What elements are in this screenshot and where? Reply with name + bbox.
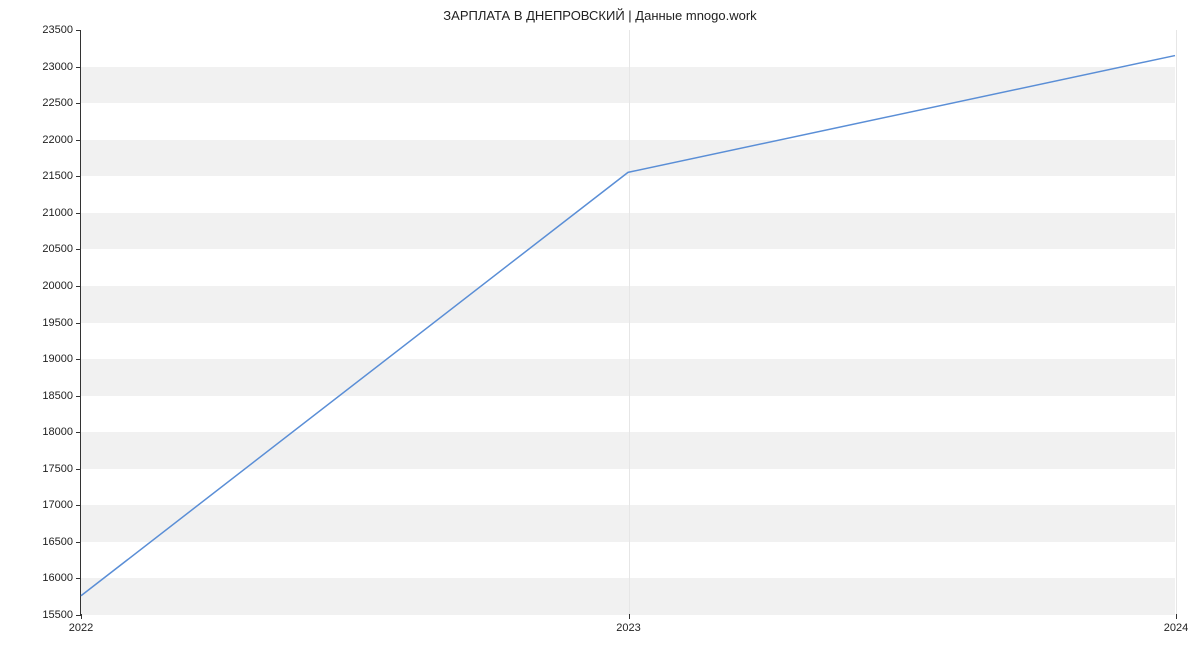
- x-tick-mark: [629, 614, 630, 619]
- y-tick-mark: [76, 432, 81, 433]
- series-salary: [81, 56, 1175, 596]
- x-tick-mark: [81, 614, 82, 619]
- y-tick-mark: [76, 469, 81, 470]
- line-series: [81, 30, 1175, 614]
- y-tick-mark: [76, 213, 81, 214]
- y-tick-mark: [76, 30, 81, 31]
- y-tick-mark: [76, 286, 81, 287]
- y-tick-mark: [76, 140, 81, 141]
- plot-area: 1550016000165001700017500180001850019000…: [80, 30, 1175, 615]
- y-tick-mark: [76, 359, 81, 360]
- y-tick-mark: [76, 542, 81, 543]
- y-tick-mark: [76, 249, 81, 250]
- y-tick-mark: [76, 103, 81, 104]
- y-tick-mark: [76, 323, 81, 324]
- y-tick-mark: [76, 505, 81, 506]
- grid-vline: [1176, 30, 1177, 614]
- y-tick-mark: [76, 176, 81, 177]
- y-tick-mark: [76, 578, 81, 579]
- x-tick-mark: [1176, 614, 1177, 619]
- y-tick-mark: [76, 396, 81, 397]
- chart-title: ЗАРПЛАТА В ДНЕПРОВСКИЙ | Данные mnogo.wo…: [0, 8, 1200, 23]
- y-tick-mark: [76, 67, 81, 68]
- chart-container: ЗАРПЛАТА В ДНЕПРОВСКИЙ | Данные mnogo.wo…: [0, 0, 1200, 650]
